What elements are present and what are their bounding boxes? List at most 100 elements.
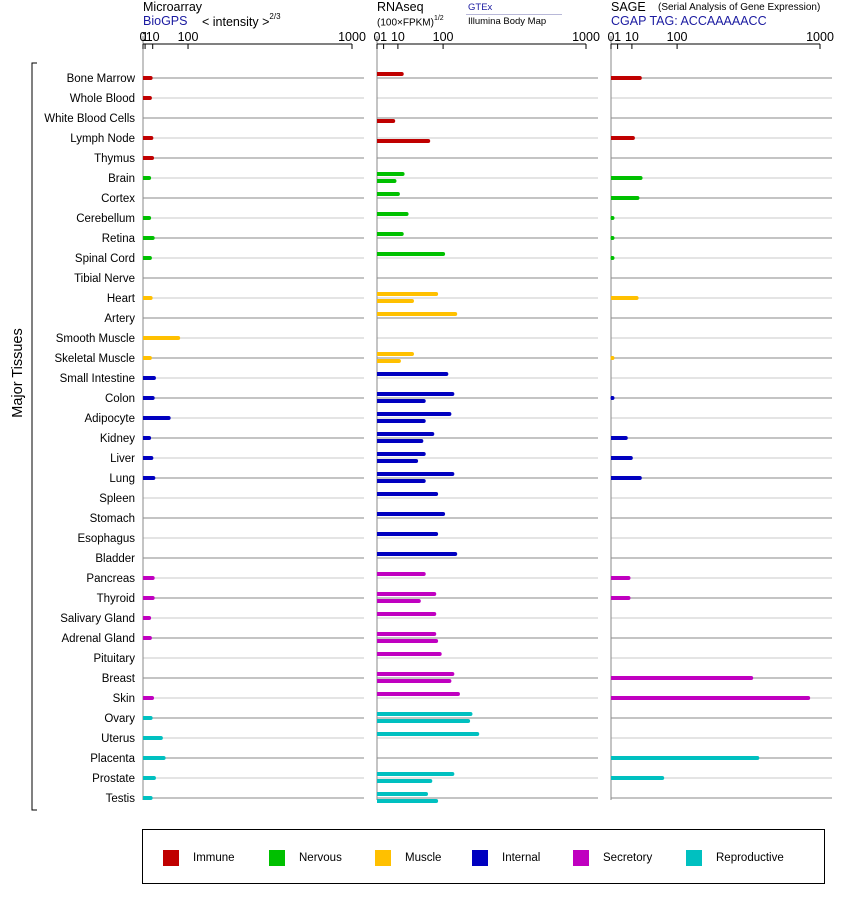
bar <box>611 696 809 700</box>
row-label: Small Intestine <box>60 373 135 385</box>
bar <box>377 439 422 443</box>
bar <box>377 72 402 76</box>
bar-end <box>404 212 409 216</box>
x-tick-label: 1 <box>614 30 621 44</box>
y-axis-label: Major Tissues <box>10 328 26 418</box>
bar-end <box>150 596 155 600</box>
bar-end <box>421 399 426 403</box>
bar <box>377 312 456 316</box>
rnaseq-source-illumina: Illumina Body Map <box>468 16 547 27</box>
row-label: Artery <box>104 313 135 325</box>
bar-end <box>148 716 153 720</box>
bar-end <box>434 639 439 643</box>
row-label: Tibial Nerve <box>74 273 135 285</box>
bar-end <box>453 312 458 316</box>
row-label: White Blood Cells <box>44 113 135 125</box>
bar-end <box>416 599 421 603</box>
row-label: Ovary <box>104 713 135 725</box>
bar <box>143 236 153 240</box>
x-tick-label: 1000 <box>572 30 600 44</box>
bar-end <box>434 532 439 536</box>
legend-item-reproductive: Reproductive <box>686 850 784 866</box>
legend-label: Nervous <box>299 852 342 864</box>
bar <box>611 196 638 200</box>
bar <box>377 692 458 696</box>
bar-end <box>424 792 429 796</box>
legend-item-muscle: Muscle <box>375 850 441 866</box>
bar <box>143 736 161 740</box>
bar-end <box>147 436 152 440</box>
row-label: Bone Marrow <box>67 73 136 85</box>
bar-end <box>148 296 153 300</box>
bar-end <box>150 156 155 160</box>
x-tick-label: 1 <box>142 30 149 44</box>
legend-label: Reproductive <box>716 852 784 864</box>
bar <box>611 136 633 140</box>
bar <box>377 292 437 296</box>
legend-label: Muscle <box>405 852 442 864</box>
bar-end <box>151 476 156 480</box>
bar-end <box>434 292 439 296</box>
row-label: Adipocyte <box>84 413 135 425</box>
bar <box>377 372 447 376</box>
legend-swatch <box>573 850 589 866</box>
row-label: Retina <box>102 233 136 245</box>
bar-end <box>447 679 452 683</box>
row-label: Heart <box>107 293 136 305</box>
bar <box>143 616 150 620</box>
bar-end <box>444 372 449 376</box>
bar <box>143 156 153 160</box>
bar-end <box>432 592 437 596</box>
bar-end <box>450 672 455 676</box>
bar <box>377 192 398 196</box>
row-label: Pituitary <box>93 653 135 665</box>
bar-end <box>176 336 181 340</box>
row-label: Brain <box>108 173 135 185</box>
bar <box>611 456 631 460</box>
bar-end <box>150 696 155 700</box>
bar-end <box>466 719 471 723</box>
legend-swatch <box>269 850 285 866</box>
bar <box>377 512 444 516</box>
bar <box>377 119 394 123</box>
bar <box>377 472 453 476</box>
bar <box>143 176 150 180</box>
bar <box>143 296 151 300</box>
x-tick-label: 0 <box>608 30 615 44</box>
bar <box>143 336 179 340</box>
row-label: Esophagus <box>77 533 135 545</box>
bar-end <box>147 636 152 640</box>
bar <box>377 772 453 776</box>
bar <box>143 416 169 420</box>
bar <box>377 732 478 736</box>
bar-end <box>623 436 628 440</box>
legend-label: Internal <box>502 852 541 864</box>
bar-end <box>749 676 754 680</box>
bar-end <box>409 299 414 303</box>
bar-end <box>148 796 153 800</box>
bar <box>611 576 629 580</box>
bars <box>143 72 811 803</box>
bar-end <box>161 756 166 760</box>
bar-end <box>426 139 431 143</box>
row-label: Prostate <box>92 773 135 785</box>
bar <box>143 356 150 360</box>
bar <box>377 252 444 256</box>
bar <box>377 179 395 183</box>
bar-end <box>610 216 615 220</box>
bar <box>143 456 152 460</box>
bar-end <box>626 596 631 600</box>
bar-end <box>400 172 405 176</box>
legend: Immune Nervous Muscle Internal Secretory Repr… <box>142 829 825 884</box>
bar-end <box>634 296 639 300</box>
bar <box>377 572 424 576</box>
microarray-measure: < intensity >2/3 <box>202 12 281 30</box>
bar <box>377 679 450 683</box>
row-label: Spleen <box>99 493 135 505</box>
bar <box>611 176 641 180</box>
microarray-title: Microarray <box>143 0 203 14</box>
bar-end <box>421 452 426 456</box>
bar <box>611 596 629 600</box>
legend-item-immune: Immune <box>163 850 235 866</box>
rnaseq-measure: (100×FPKM)1/2 <box>377 15 444 29</box>
